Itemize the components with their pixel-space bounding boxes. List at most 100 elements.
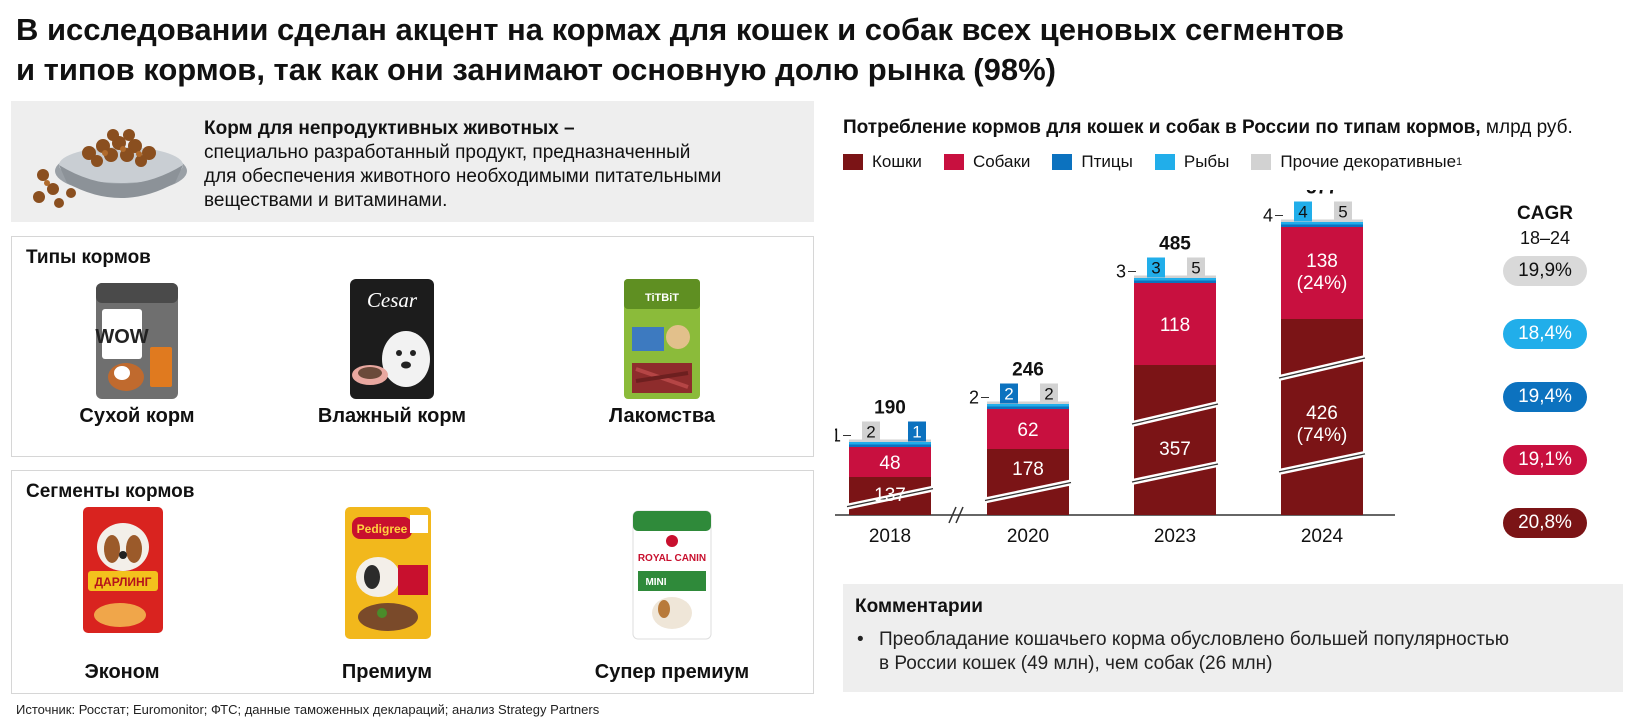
definition-term: Корм для непродуктивных животных – bbox=[204, 118, 575, 139]
bar-segment-birds bbox=[1134, 280, 1216, 283]
legend-label-other: Прочие декоративные bbox=[1280, 152, 1457, 171]
bar-segment-other bbox=[1134, 275, 1216, 278]
comments-title: Комментарии bbox=[855, 596, 983, 617]
bar-value-cats: 137 bbox=[874, 485, 906, 506]
chart-legend: Кошки Собаки Птицы Рыбы Прочие декоратив… bbox=[843, 151, 1484, 173]
product-dry-food-label: Сухой корм bbox=[79, 405, 195, 427]
product-wet-food-label: Влажный корм bbox=[317, 405, 467, 427]
comment-item: Преобладание кошачьего корма обусловлено… bbox=[855, 628, 1611, 676]
bar-label-box-other bbox=[862, 421, 880, 442]
axis-break-mark bbox=[955, 506, 964, 524]
bar-segment-dogs bbox=[1134, 283, 1216, 365]
bar-segment-dogs bbox=[849, 447, 931, 477]
feed-segments-title: Сегменты кормов bbox=[26, 481, 195, 502]
bar-segment-birds bbox=[987, 406, 1069, 409]
bar-segment-other bbox=[849, 439, 931, 442]
premium-package-image: Pedigree bbox=[345, 507, 431, 639]
bar-label-box-fish bbox=[1147, 257, 1165, 278]
bar-value-birds: 2 bbox=[969, 388, 979, 408]
bar-segment-dogs bbox=[987, 409, 1069, 449]
segment-super-premium-label: Супер премиум bbox=[594, 661, 750, 683]
premium-package-brand: Pedigree bbox=[357, 522, 408, 536]
bar-value-cats: 357 bbox=[1159, 439, 1191, 460]
legend-swatch-cats bbox=[843, 154, 863, 170]
bar-segment-fish bbox=[1134, 278, 1216, 281]
super-premium-package-brand: ROYAL CANIN bbox=[638, 553, 706, 564]
bar-value-dogs: 138 bbox=[1306, 251, 1338, 272]
feed-types-box: Типы кормов WOW Сухой корм Cesar Влажный… bbox=[11, 236, 814, 457]
bar-segment-fish bbox=[1281, 222, 1363, 225]
bar-value-birds: 4 bbox=[1263, 206, 1273, 226]
bar-value-other: 2 bbox=[866, 423, 875, 442]
legend-swatch-dogs bbox=[943, 154, 964, 170]
cagr-pill-birds: 19,4% bbox=[1503, 382, 1587, 412]
cagr-pill-other: 19,9% bbox=[1503, 256, 1587, 286]
food-bowl-image bbox=[33, 129, 187, 208]
super-premium-package-sub: MINI bbox=[645, 577, 666, 588]
bar-label-box-fish bbox=[1294, 201, 1312, 222]
legend-label-cats: Кошки bbox=[872, 152, 922, 171]
bar-2018: 137 48 1 1 2 190 2018 bbox=[835, 398, 934, 547]
legend-label-birds: Птицы bbox=[1081, 152, 1133, 171]
bar-segment-dogs bbox=[1281, 227, 1363, 319]
definition-line-3: веществами и витаминами. bbox=[204, 190, 448, 211]
legend-item-dogs: Собаки bbox=[943, 152, 1031, 172]
bar-value-birds: 3 bbox=[1116, 262, 1126, 282]
segment-economy: ДАРЛИНГ Эконом bbox=[62, 505, 182, 695]
dry-food-package-brand: WOW bbox=[95, 326, 148, 348]
bar-break-mark bbox=[846, 488, 934, 508]
page-title-line-2: и типов кормов, так как они занимают осн… bbox=[16, 52, 1056, 87]
legend-label-fish: Рыбы bbox=[1183, 152, 1230, 171]
bar-total: 190 bbox=[874, 398, 906, 419]
x-tick-label: 2020 bbox=[1007, 526, 1049, 547]
bar-segment-birds bbox=[1281, 224, 1363, 227]
bar-break-mark bbox=[1278, 357, 1366, 379]
bar-break-mark bbox=[1131, 463, 1219, 483]
definition-line-2: для обеспечения животного необходимыми п… bbox=[204, 166, 722, 187]
segment-super-premium: ROYAL CANIN MINI Супер премиум bbox=[582, 505, 762, 695]
bar-value-other: 5 bbox=[1191, 259, 1200, 278]
cagr-pill-cats: 20,8% bbox=[1503, 508, 1587, 538]
economy-package-brand: ДАРЛИНГ bbox=[95, 575, 152, 589]
comment-line-2: в России кошек (49 млн), чем собак (26 м… bbox=[879, 653, 1273, 674]
bar-value-dogs: (24%) bbox=[1297, 273, 1348, 294]
page-title: В исследовании сделан акцент на кормах д… bbox=[16, 10, 1576, 90]
bar-segment-birds bbox=[849, 444, 931, 447]
x-tick-label: 2024 bbox=[1301, 526, 1344, 547]
product-treats: TiTBiT Лакомства bbox=[592, 277, 732, 447]
treats-package-image: TiTBiT bbox=[624, 279, 700, 399]
bar-total: 485 bbox=[1159, 234, 1191, 255]
cagr-pill-fish: 18,4% bbox=[1503, 319, 1587, 349]
bar-value-cats: (74%) bbox=[1297, 425, 1348, 446]
segment-premium: Pedigree Премиум bbox=[322, 505, 452, 695]
axis-break-mark bbox=[948, 506, 957, 524]
legend-item-cats: Кошки bbox=[843, 152, 922, 172]
legend-label-dogs: Собаки bbox=[972, 152, 1031, 171]
comments-list: Преобладание кошачьего корма обусловлено… bbox=[855, 628, 1611, 676]
bar-break-mark bbox=[984, 481, 1072, 502]
legend-swatch-other bbox=[1251, 154, 1272, 170]
product-treats-label: Лакомства bbox=[609, 405, 715, 427]
chart-title-unit: млрд руб. bbox=[1480, 117, 1573, 138]
chart-title: Потребление кормов для кошек и собак в Р… bbox=[843, 117, 1573, 139]
bar-segment-fish bbox=[849, 442, 931, 445]
bar-value-dogs: 118 bbox=[1160, 315, 1190, 336]
comments-panel: Комментарии Преобладание кошачьего корма… bbox=[843, 584, 1623, 692]
wet-food-package-image: Cesar bbox=[350, 279, 434, 399]
x-tick-label: 2018 bbox=[869, 526, 911, 547]
comment-line-1: Преобладание кошачьего корма обусловлено… bbox=[879, 629, 1510, 650]
legend-item-fish: Рыбы bbox=[1154, 152, 1230, 172]
bar-segment-cats bbox=[987, 449, 1069, 515]
bar-segment-other bbox=[1281, 219, 1363, 222]
bar-value-birds: 1 bbox=[835, 426, 841, 446]
cagr-pill-dogs: 19,1% bbox=[1503, 445, 1587, 475]
bar-segment-cats bbox=[1281, 319, 1363, 515]
wet-food-package-brand: Cesar bbox=[367, 288, 418, 312]
treats-package-brand: TiTBiT bbox=[645, 292, 679, 304]
segment-economy-label: Эконом bbox=[84, 661, 160, 683]
bar-value-dogs: 48 bbox=[879, 453, 900, 474]
legend-footnote-mark: 1 bbox=[1456, 156, 1463, 168]
bar-label-box-fish bbox=[1000, 383, 1018, 404]
bar-total: 577 bbox=[1306, 190, 1338, 199]
bar-value-fish: 4 bbox=[1298, 203, 1307, 222]
